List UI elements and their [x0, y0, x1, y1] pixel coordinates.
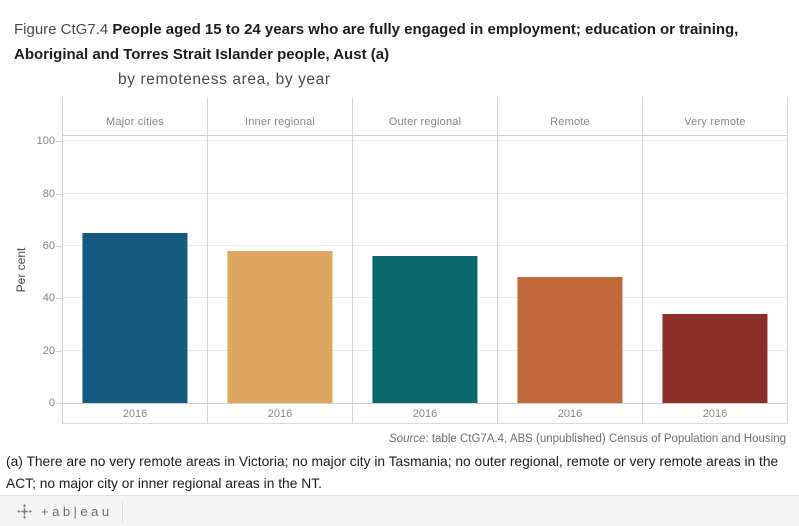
bar-major-cities[interactable]: [82, 232, 188, 403]
title-text-2: Aboriginal and Torres Strait Islander pe…: [14, 46, 390, 63]
gridline: [643, 244, 787, 246]
y-tick-label: 80: [42, 187, 55, 200]
tableau-logo-link[interactable]: +ab|eau: [16, 503, 113, 520]
x-axis-label-inner-regional: 2016: [208, 403, 352, 424]
source-label: Source: [389, 433, 426, 445]
x-axis-label-outer-regional: 2016: [353, 403, 497, 424]
source-note: Source: table CtG7A.4, ABS (unpublished)…: [389, 433, 786, 445]
gridline: [63, 192, 207, 194]
footnote: (a) There are no very remote areas in Vi…: [6, 454, 779, 491]
chart-title-block: Figure CtG7.4 People aged 15 to 24 years…: [14, 17, 738, 92]
gridline: [643, 297, 787, 299]
panel-outer-regional: Outer regional 2016: [353, 97, 498, 424]
plot-area-remote: [498, 136, 642, 403]
x-axis-label-very-remote: 2016: [643, 403, 787, 424]
footer-divider: [121, 501, 123, 522]
source-text: : table CtG7A.4, ABS (unpublished) Censu…: [425, 433, 786, 445]
y-tick-mark: [56, 298, 62, 300]
y-tick-label: 0: [48, 397, 55, 409]
gridline: [353, 244, 497, 246]
y-tick-label: 40: [42, 292, 55, 305]
tableau-footer: +ab|eau: [0, 495, 799, 526]
bar-very-remote[interactable]: [662, 314, 768, 403]
column-header-outer-regional: Outer regional: [353, 97, 497, 136]
y-tick-mark: [56, 350, 62, 352]
y-tick-label: 60: [42, 239, 55, 252]
y-tick-mark: [56, 245, 62, 247]
bar-outer-regional[interactable]: [372, 256, 478, 403]
panel-inner-regional: Inner regional 2016: [208, 97, 353, 424]
column-header-major-cities: Major cities: [63, 97, 207, 136]
column-header-inner-regional: Inner regional: [208, 97, 352, 136]
gridline: [498, 192, 642, 194]
gridline: [208, 244, 352, 246]
bar-chart-panels: Major cities 2016 Inner regional 2016 Outer …: [62, 97, 788, 424]
x-axis-label-remote: 2016: [498, 403, 642, 424]
plot-area-outer-regional: [353, 136, 497, 403]
panel-very-remote: Very remote 2016: [643, 97, 788, 424]
column-header-very-remote: Very remote: [643, 97, 787, 136]
gridline: [643, 192, 787, 194]
figure-number: Figure CtG7.4: [14, 21, 113, 38]
plot-area-major-cities: [63, 136, 207, 403]
panel-remote: Remote 2016: [498, 97, 643, 424]
gridline: [63, 140, 207, 142]
y-tick-label: 20: [42, 344, 55, 357]
chart-subtitle: by remoteness area, by year: [118, 71, 331, 88]
gridline: [353, 192, 497, 194]
x-axis-label-major-cities: 2016: [63, 403, 207, 424]
tableau-logo-icon: [17, 504, 32, 519]
y-tick-mark: [56, 403, 62, 404]
title-text-1: People aged 15 to 24 years who are fully…: [112, 21, 739, 38]
plot-area-very-remote: [643, 136, 787, 403]
tableau-wordmark: +ab|eau: [41, 504, 113, 519]
plot-area-inner-regional: [208, 136, 352, 403]
gridline: [353, 140, 497, 142]
bar-remote[interactable]: [517, 277, 623, 403]
y-axis: 0 20 40 60 80 100: [0, 135, 62, 409]
panel-major-cities: Major cities 2016: [63, 97, 208, 424]
gridline: [498, 244, 642, 246]
bar-inner-regional[interactable]: [227, 251, 333, 403]
y-tick-label: 100: [36, 135, 55, 148]
y-tick-mark: [56, 141, 62, 143]
title-line-1: Figure CtG7.4 People aged 15 to 24 years…: [14, 17, 738, 42]
gridline: [208, 140, 352, 142]
gridline: [208, 192, 352, 194]
y-tick-mark: [56, 193, 62, 195]
gridline: [498, 140, 642, 142]
column-header-remote: Remote: [498, 97, 642, 136]
gridline: [643, 140, 787, 142]
